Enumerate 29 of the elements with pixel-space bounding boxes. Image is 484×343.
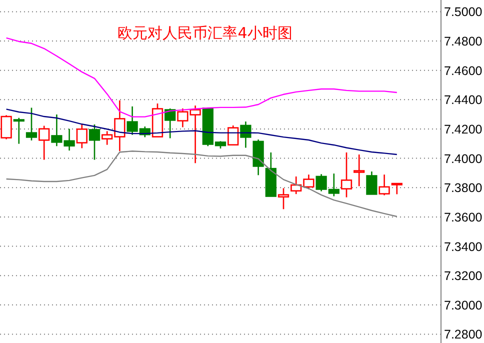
y-tick-label: 7.3000 (444, 298, 482, 312)
y-tick-label: 7.4000 (444, 152, 482, 166)
y-tick-label: 7.3400 (444, 240, 482, 254)
candlestick (228, 124, 239, 146)
line-series (6, 108, 398, 156)
candlestick (13, 117, 24, 144)
candlestick (164, 108, 176, 139)
candlestick (88, 124, 100, 160)
y-tick-label: 7.3800 (444, 181, 482, 196)
y-tick-label: 7.4200 (444, 122, 482, 136)
candlestick (378, 174, 390, 196)
candlestick (278, 188, 290, 210)
y-tick-label: 7.4800 (444, 34, 482, 49)
candlestick (76, 123, 88, 149)
y-tick-label: 7.2800 (444, 328, 482, 342)
candlestick (391, 182, 402, 195)
y-tick-label: 7.4600 (444, 64, 482, 78)
y-tick-label: 7.5000 (444, 5, 482, 20)
candlestick (240, 120, 252, 148)
candlestick (38, 125, 50, 160)
y-tick-label: 7.3600 (444, 210, 482, 224)
y-tick-label: 7.3200 (444, 269, 482, 284)
candlestick (366, 170, 378, 195)
y-tick-label: 7.4400 (444, 93, 482, 108)
candlestick (0, 114, 12, 140)
candlestick (26, 107, 38, 142)
text: 欧元对人民币汇率4小时图 (118, 24, 292, 42)
candlestick (354, 154, 365, 187)
candlestick (340, 152, 352, 198)
